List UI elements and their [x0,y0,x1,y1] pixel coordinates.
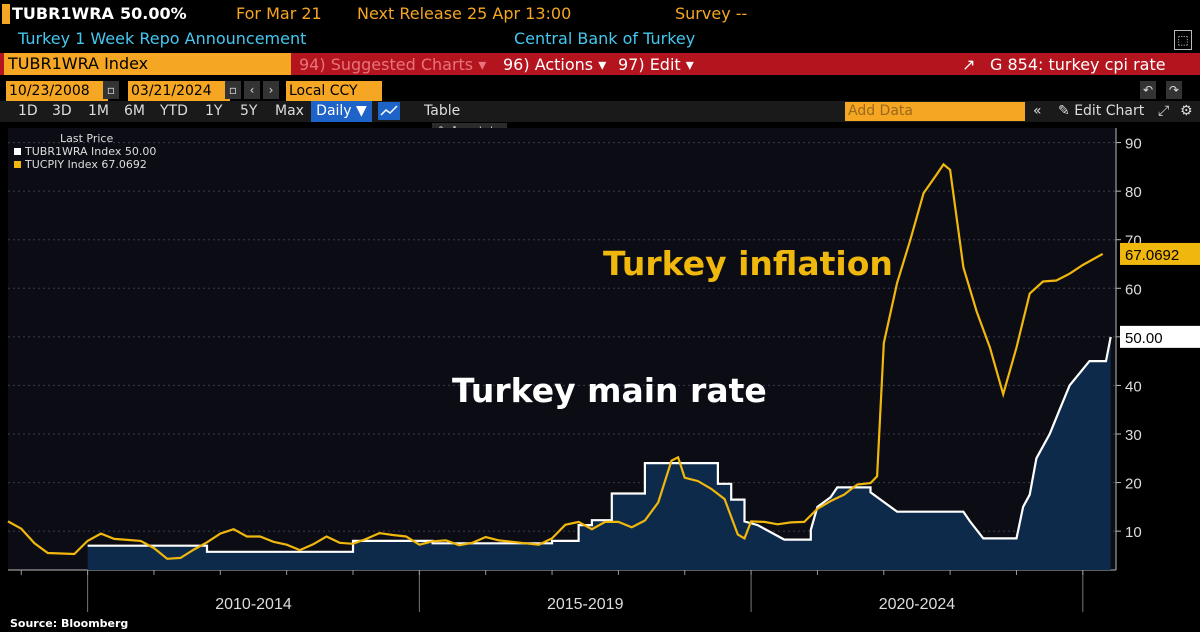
start-date-input[interactable]: 10/23/2008 [6,81,108,101]
range-5y[interactable]: 5Y [240,103,258,119]
inflation-line [7,162,1104,560]
legend-value: 67.0692 [101,158,147,171]
pencil-icon[interactable]: ↗ [962,55,976,74]
legend-title: Last Price [60,132,114,145]
calendar-icon[interactable]: ▫ [225,81,241,99]
settings-gear-icon[interactable]: ⚙ [1180,103,1193,119]
range-ytd[interactable]: YTD [160,103,188,119]
add-data-input[interactable]: Add Data [845,102,1025,121]
chart-line-icon[interactable] [378,102,400,120]
function-toolbar: TUBR1WRA Index 94) Suggested Charts ▾ 96… [0,53,1200,75]
ticker-marker [2,4,10,24]
source-note: Source: Bloomberg [10,617,129,630]
legend-item-inflation: TUCPIY Index 67.0692 [14,158,156,171]
survey: Survey -- [675,4,748,23]
security-description: Turkey 1 Week Repo Announcement [18,29,307,48]
rate-value-tag-text: 50.00 [1125,330,1163,347]
inflation-value-tag [1120,242,1200,265]
actions-menu[interactable]: 96) Actions ▾ [503,55,607,74]
quote-header: TUBR1WRA 50.00% For Mar 21 Next Release … [0,0,1200,30]
rate-value-tag [1120,325,1200,348]
legend-swatch [14,161,21,168]
legend-swatch [14,148,21,155]
edit-chart-label: Edit Chart [1074,103,1145,119]
last-value: 50.00% [120,4,187,23]
range-1m[interactable]: 1M [88,103,109,119]
range-toolbar: 1D 3D 1M 6M YTD 1Y 5Y Max Daily ▼ Table … [0,101,1200,122]
next-release: Next Release 25 Apr 13:00 [357,4,572,23]
redo-icon[interactable]: ↷ [1166,81,1182,99]
end-date-input[interactable]: 03/21/2024 [128,81,230,101]
plot-area [8,128,1116,570]
range-1y[interactable]: 1Y [205,103,223,119]
source-organization: Central Bank of Turkey [514,29,696,48]
frequency-select[interactable]: Daily ▼ [311,101,372,122]
ticker-symbol[interactable]: TUBR1WRA [12,4,114,23]
edit-menu[interactable]: 97) Edit ▾ [618,55,694,74]
range-3d[interactable]: 3D [52,103,72,119]
suggested-charts-menu[interactable]: 94) Suggested Charts ▾ [299,55,487,74]
range-6m[interactable]: 6M [124,103,145,119]
legend: Last Price TUBR1WRA Index 50.00 TUCPIY I… [14,132,156,171]
annotation-inflation: Turkey inflation [603,244,893,283]
date-range-row: 10/23/2008 ▫ 03/21/2024 ▫ ‹ › Local CCY … [0,81,1200,101]
chevron-right-icon[interactable]: › [263,81,279,99]
x-tick-label: 2015-2019 [547,596,624,613]
y-tick-label: 40 [1125,378,1142,395]
x-tick-label: 2010-2014 [215,596,292,613]
y-tick-label: 30 [1125,427,1142,444]
range-max[interactable]: Max [275,103,304,119]
chart-settings-icon[interactable]: ⤢ [1158,103,1170,119]
edit-chart-button[interactable]: ✎ Edit Chart [1058,103,1145,119]
legend-label: TUBR1WRA Index [25,145,122,158]
legend-value: 50.00 [124,145,157,158]
y-tick-label: 20 [1125,476,1142,493]
rate-line [87,336,1112,553]
y-tick-label: 90 [1125,136,1142,153]
legend-item-rate: TUBR1WRA Index 50.00 [14,145,156,158]
collapse-icon[interactable]: « [1033,103,1042,119]
security-field[interactable]: TUBR1WRA Index [4,53,291,75]
range-1d[interactable]: 1D [18,103,38,119]
y-tick-label: 10 [1125,524,1142,541]
currency-select[interactable]: Local CCY [286,81,382,101]
inflation-value-tag-text: 67.0692 [1125,247,1179,264]
calendar-icon[interactable]: ▫ [103,81,119,99]
y-tick-label: 60 [1125,281,1142,298]
y-tick-label: 80 [1125,184,1142,201]
annotation-rate: Turkey main rate [452,371,767,410]
x-tick-label: 2020-2024 [879,596,956,613]
chevron-left-icon[interactable]: ‹ [244,81,260,99]
for-date: For Mar 21 [236,4,322,23]
rate-area [87,336,1111,570]
related-chart-link[interactable]: G 854: turkey cpi rate [990,55,1166,74]
legend-label: TUCPIY Index [25,158,98,171]
open-external-icon[interactable]: ⬚ [1174,30,1192,50]
table-button[interactable]: Table [424,103,461,119]
description-row: Turkey 1 Week Repo Announcement Central … [0,28,1200,52]
undo-icon[interactable]: ↶ [1140,81,1156,99]
